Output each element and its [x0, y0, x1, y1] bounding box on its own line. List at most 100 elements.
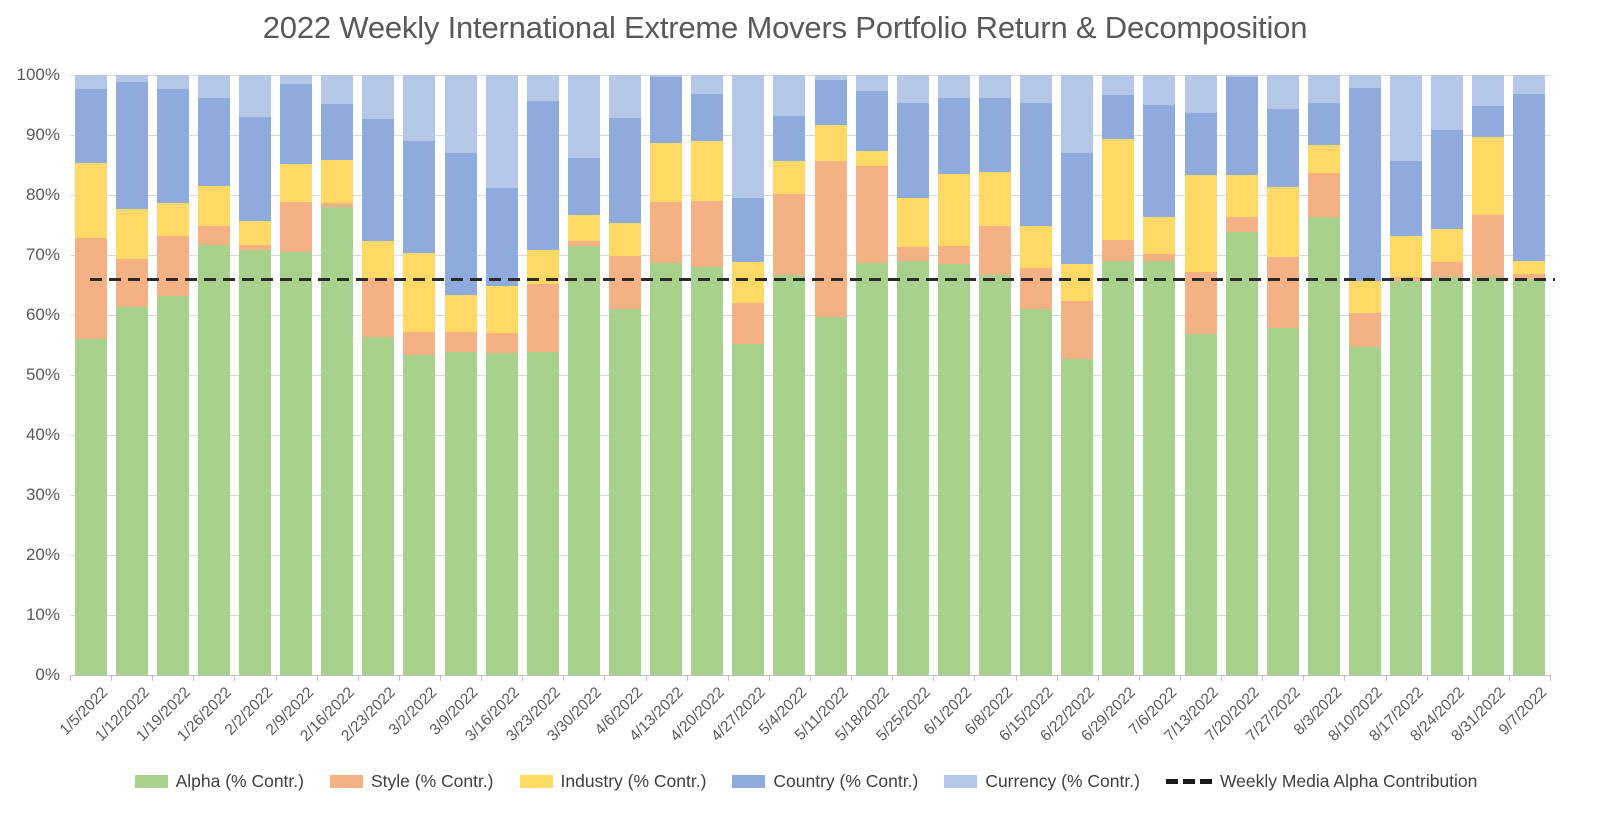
- x-axis-tick: [234, 676, 236, 681]
- bar-segment-style: [609, 256, 641, 309]
- bar-segment-country: [156, 88, 189, 204]
- gridline: [70, 555, 1550, 556]
- bar-segment-country: [526, 101, 559, 251]
- bar-3/23/2022: [526, 75, 559, 675]
- bar-segment-style: [74, 237, 107, 339]
- bar-segment-alpha: [691, 267, 724, 675]
- bar-segment-currency: [485, 75, 518, 188]
- bar-segment-currency: [197, 75, 230, 99]
- bar-segment-alpha: [1266, 328, 1299, 675]
- bar-segment-style: [1472, 214, 1505, 277]
- bar-7/20/2022: [1225, 75, 1258, 675]
- x-axis-tick: [645, 676, 647, 681]
- bar-segment-style: [732, 303, 765, 344]
- bar-segment-industry: [239, 221, 271, 246]
- bar-segment-currency: [1102, 75, 1135, 96]
- bar-segment-alpha: [1143, 261, 1176, 675]
- bar-segment-currency: [896, 75, 929, 104]
- bar-2/9/2022: [280, 75, 313, 675]
- bar-segment-industry: [773, 161, 806, 194]
- bar-segment-country: [937, 97, 970, 174]
- bar-segment-industry: [1020, 226, 1053, 268]
- bar-segment-currency: [1225, 75, 1258, 77]
- bar-segment-alpha: [1307, 216, 1340, 675]
- bar-segment-country: [1184, 113, 1217, 176]
- x-axis-tick: [1097, 676, 1099, 681]
- bar-segment-industry: [403, 253, 436, 333]
- bar-segment-alpha: [321, 207, 354, 675]
- bar-segment-style: [691, 201, 724, 267]
- bar-segment-country: [1143, 105, 1176, 217]
- x-axis-tick: [727, 676, 729, 681]
- x-axis-tick: [440, 676, 441, 681]
- bar-segment-country: [979, 97, 1011, 173]
- legend-item-currency: Currency (% Contr.): [944, 771, 1140, 792]
- bar-6/29/2022: [1102, 75, 1135, 675]
- legend-item-country: Country (% Contr.): [732, 771, 918, 792]
- bar-4/6/2022: [609, 75, 641, 675]
- y-axis-tick-label: 10%: [25, 605, 60, 624]
- bar-segment-alpha: [1061, 358, 1094, 675]
- y-axis-tick-label: 20%: [25, 545, 60, 564]
- x-axis-tick: [686, 676, 688, 681]
- bar-segment-alpha: [1102, 261, 1135, 675]
- x-axis-tick: [933, 676, 935, 681]
- bar-8/3/2022: [1307, 75, 1340, 675]
- bar-segment-alpha: [1020, 309, 1053, 675]
- bar-segment-style: [156, 235, 189, 297]
- legend-label: Industry (% Contr.): [560, 771, 707, 791]
- x-axis-tick: [1015, 676, 1017, 681]
- bar-segment-style: [1513, 274, 1546, 279]
- bar-7/27/2022: [1266, 75, 1299, 675]
- bar-6/8/2022: [979, 75, 1011, 675]
- legend-item-style: Style (% Contr.): [329, 771, 494, 792]
- gridline: [70, 615, 1550, 616]
- legend-label: Alpha (% Contr.): [175, 771, 304, 791]
- bar-3/2/2022: [403, 75, 436, 675]
- bar-4/20/2022: [691, 75, 724, 675]
- x-axis-tick: [1467, 676, 1469, 681]
- bar-segment-industry: [1349, 281, 1381, 314]
- bar-segment-industry: [362, 240, 395, 279]
- bar-segment-currency: [1513, 75, 1546, 95]
- bar-segment-currency: [691, 75, 724, 95]
- bar-segment-alpha: [115, 306, 148, 675]
- bar-segment-industry: [321, 160, 354, 204]
- x-axis-tick: [604, 676, 606, 681]
- bar-segment-country: [1431, 130, 1464, 230]
- x-axis-tick: [1344, 676, 1346, 681]
- bar-segment-alpha: [1225, 231, 1258, 675]
- bar-segment-style: [814, 161, 847, 317]
- bar-segment-country: [362, 118, 395, 241]
- bar-2/16/2022: [321, 75, 354, 675]
- bar-segment-style: [526, 284, 559, 353]
- bar-segment-country: [814, 79, 847, 125]
- bar-segment-style: [773, 193, 806, 276]
- bar-segment-currency: [74, 75, 107, 89]
- bar-segment-style: [362, 278, 395, 337]
- bar-segment-style: [239, 245, 271, 250]
- x-axis-tick: [275, 676, 277, 681]
- bar-segment-country: [485, 187, 518, 286]
- bar-segment-currency: [115, 75, 148, 83]
- x-axis-tick: [1180, 676, 1181, 681]
- y-axis-tick-label: 70%: [25, 245, 60, 264]
- bar-segment-country: [1266, 108, 1299, 187]
- bar-segment-currency: [1266, 75, 1299, 109]
- chart-title: 2022 Weekly International Extreme Movers…: [262, 10, 1308, 45]
- y-axis-tick-label: 100%: [16, 65, 60, 84]
- legend-label: Style (% Contr.): [370, 771, 494, 791]
- bar-segment-currency: [156, 75, 189, 89]
- bar-segment-country: [896, 103, 929, 198]
- x-axis-tick: [70, 676, 71, 681]
- bar-segment-style: [280, 201, 313, 252]
- bar-6/22/2022: [1061, 75, 1094, 675]
- x-axis-tick: [810, 676, 811, 681]
- y-axis-tick-label: 30%: [25, 485, 60, 504]
- bar-segment-alpha: [773, 275, 806, 675]
- bar-8/24/2022: [1431, 75, 1464, 675]
- bar-segment-alpha: [156, 296, 189, 675]
- bar-7/13/2022: [1184, 75, 1217, 675]
- bar-segment-industry: [280, 164, 313, 202]
